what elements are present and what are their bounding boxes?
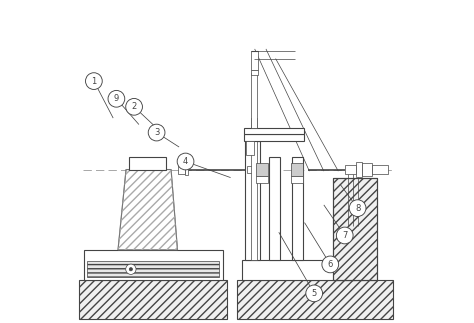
Bar xyxy=(356,162,363,177)
Bar xyxy=(250,50,257,70)
Bar xyxy=(334,178,377,280)
Text: 1: 1 xyxy=(91,77,97,86)
Bar xyxy=(292,157,303,260)
Circle shape xyxy=(85,73,102,89)
Bar xyxy=(246,166,253,173)
Bar xyxy=(291,176,303,183)
Bar xyxy=(87,261,219,277)
Text: 2: 2 xyxy=(131,102,137,111)
Text: 4: 4 xyxy=(183,157,188,166)
Bar xyxy=(291,163,303,176)
Circle shape xyxy=(129,268,132,271)
Bar xyxy=(334,178,377,280)
Bar xyxy=(84,250,222,280)
Bar xyxy=(372,165,388,174)
Bar xyxy=(252,73,256,128)
Circle shape xyxy=(108,90,125,107)
Circle shape xyxy=(177,153,194,170)
Polygon shape xyxy=(118,170,177,250)
Bar xyxy=(246,141,255,155)
Bar xyxy=(269,157,281,260)
Bar xyxy=(237,280,393,319)
Bar xyxy=(363,163,372,176)
Text: 8: 8 xyxy=(355,203,360,213)
Text: 9: 9 xyxy=(114,94,119,103)
Circle shape xyxy=(337,227,353,244)
Bar xyxy=(129,157,166,170)
Bar xyxy=(80,280,228,319)
Circle shape xyxy=(322,256,338,273)
Text: 7: 7 xyxy=(342,231,347,240)
Bar xyxy=(242,260,356,280)
Text: 3: 3 xyxy=(154,128,159,137)
Bar xyxy=(245,141,259,260)
Circle shape xyxy=(126,264,136,274)
Text: 6: 6 xyxy=(328,260,333,269)
Circle shape xyxy=(306,285,322,302)
Circle shape xyxy=(148,124,165,141)
Circle shape xyxy=(349,200,366,216)
Circle shape xyxy=(126,99,143,115)
Text: 5: 5 xyxy=(311,289,317,298)
Bar xyxy=(177,165,184,174)
Bar xyxy=(255,163,268,176)
Bar xyxy=(345,165,356,174)
Bar xyxy=(184,164,189,175)
Bar xyxy=(244,128,303,133)
Bar xyxy=(251,118,256,260)
Bar xyxy=(255,176,268,183)
Bar xyxy=(244,133,303,141)
Bar xyxy=(250,70,257,75)
